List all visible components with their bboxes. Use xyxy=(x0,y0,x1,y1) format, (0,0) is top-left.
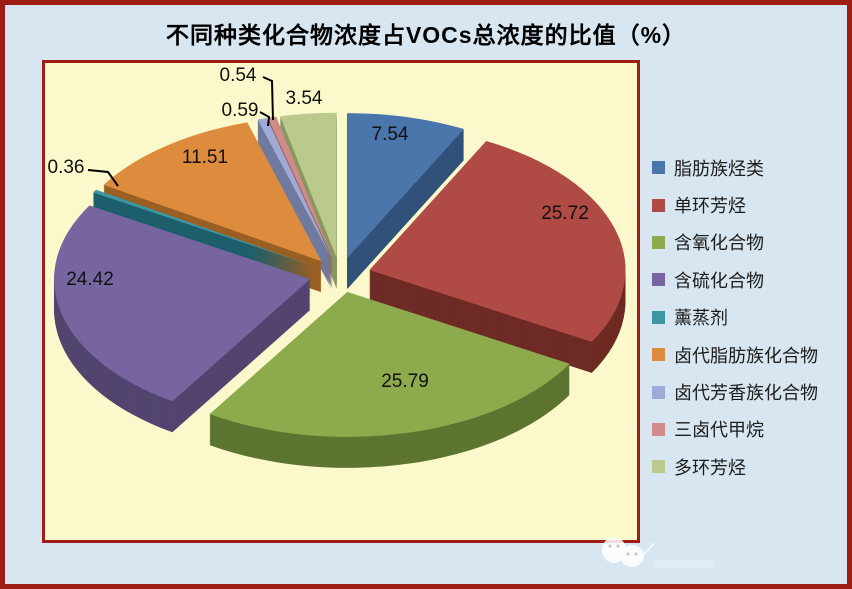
legend-swatch-icon xyxy=(652,385,665,399)
pie-chart: 7.54 25.72 25.79 24.42 0.36 11.51 0.59 0.54 3.54 xyxy=(48,65,626,468)
legend-swatch-icon xyxy=(652,348,665,362)
legend-item-fumigants: 薰蒸剂 xyxy=(652,299,847,336)
data-label-oxygenated-compounds: 25.79 xyxy=(381,371,429,392)
legend-swatch-icon xyxy=(652,161,665,175)
legend-item-label: 含氧化合物 xyxy=(674,233,764,254)
data-label-trihalomethanes: 0.54 xyxy=(220,65,257,86)
legend-item-label: 多环芳烃 xyxy=(674,457,746,478)
legend-swatch-icon xyxy=(652,273,665,287)
leader-line-trihalomethanes xyxy=(262,76,274,121)
data-label-sulfur-compounds: 24.42 xyxy=(66,269,114,290)
data-label-aliphatic-hydrocarbons: 7.54 xyxy=(372,124,409,145)
watermark-icon xyxy=(602,537,714,568)
legend-swatch-icon xyxy=(652,460,665,474)
legend-item-label: 卤代脂肪族化合物 xyxy=(674,345,818,366)
legend-swatch-icon xyxy=(652,198,665,212)
pie-slice-halogenated-aliphatics xyxy=(103,122,322,262)
legend-item-halogenated-aromatics: 卤代芳香族化合物 xyxy=(652,373,847,410)
data-label-monocyclic-aromatics: 25.72 xyxy=(541,203,589,224)
legend-item-label: 卤代芳香族化合物 xyxy=(674,383,818,404)
legend-item-sulfur-compounds: 含硫化合物 xyxy=(652,261,847,298)
data-label-halogenated-aliphatics: 11.51 xyxy=(182,147,228,168)
legend-swatch-icon xyxy=(652,310,665,324)
legend-item-label: 薰蒸剂 xyxy=(674,308,728,329)
legend-item-monocyclic-aromatics: 单环芳烃 xyxy=(652,186,847,223)
pie-slice-aliphatic-hydrocarbons xyxy=(347,113,464,259)
pie-slice-oxygenated-compounds xyxy=(209,291,570,437)
legend-swatch-icon xyxy=(652,422,665,436)
pie-slice-side-trihalomethanes xyxy=(267,117,333,260)
chart-title: 不同种类化合物浓度占VOCs总浓度的比值（%） xyxy=(165,22,687,48)
pie-slice-trihalomethanes xyxy=(267,116,333,259)
plot-area: 7.54 25.72 25.79 24.42 0.36 11.51 0.59 0.54 3.54 xyxy=(42,60,640,543)
data-label-halogenated-aromatics: 0.59 xyxy=(222,100,259,121)
legend-item-label: 含硫化合物 xyxy=(674,270,764,291)
data-label-fumigants: 0.36 xyxy=(48,157,85,178)
pie-slice-fumigants xyxy=(93,189,314,267)
legend-item-trihalomethanes: 三卤代甲烷 xyxy=(652,411,847,448)
leader-line-halogenated-aromatics xyxy=(259,111,271,127)
pie-slice-monocyclic-aromatics xyxy=(369,141,626,342)
legend-item-label: 脂肪族烃类 xyxy=(674,158,764,179)
pie-slice-sulfur-compounds xyxy=(54,205,311,402)
pie-slice-polycyclic-aromatics xyxy=(280,112,337,258)
legend: 脂肪族烃类单环芳烃含氧化合物含硫化合物薰蒸剂卤代脂肪族化合物 卤代芳香族化合物 三卤… xyxy=(652,149,847,486)
pie-slice-side-trihalomethanes xyxy=(267,118,333,261)
legend-item-label: 单环芳烃 xyxy=(674,196,746,217)
legend-swatch-icon xyxy=(652,235,665,249)
data-label-polycyclic-aromatics: 3.54 xyxy=(286,88,323,109)
legend-item-halogenated-aliphatics: 卤代脂肪族化合物 xyxy=(652,336,847,373)
pie-slice-halogenated-aromatics xyxy=(257,117,332,259)
legend-item-label: 三卤代甲烷 xyxy=(674,420,764,441)
legend-item-polycyclic-aromatics: 多环芳烃 xyxy=(652,448,847,485)
leader-line-fumigants xyxy=(87,169,119,187)
legend-item-aliphatic-hydrocarbons: 脂肪族烃类 xyxy=(652,149,847,186)
legend-item-oxygenated-compounds: 含氧化合物 xyxy=(652,224,847,261)
